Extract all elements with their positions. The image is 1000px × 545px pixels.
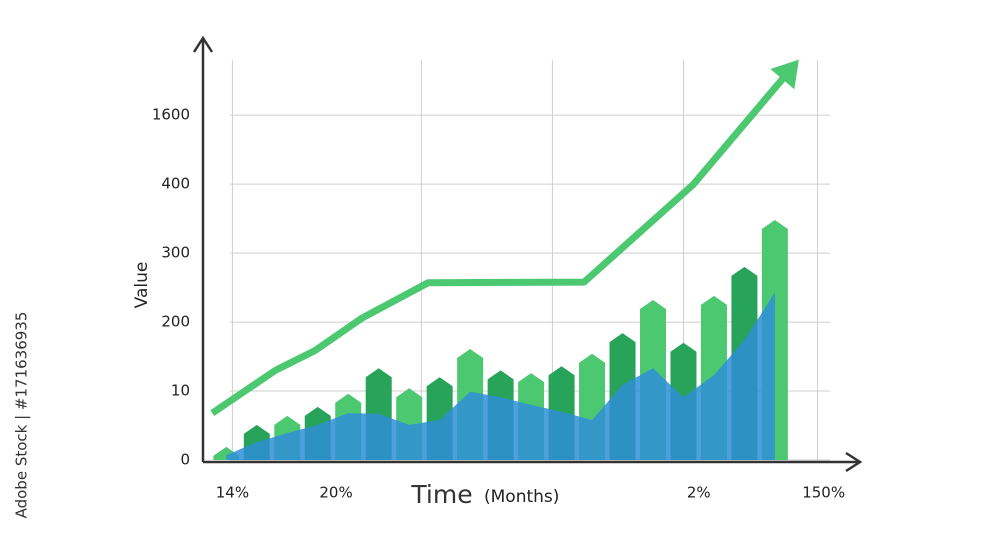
area bbox=[226, 292, 775, 460]
x-axis-unit: (Months) bbox=[484, 487, 559, 507]
y-tick-label: 10 bbox=[171, 382, 190, 400]
y-tick-label: 300 bbox=[161, 244, 190, 262]
trend-arrowhead bbox=[770, 59, 799, 90]
x-tick-label: 20% bbox=[319, 484, 352, 502]
y-tick-label: 200 bbox=[161, 313, 190, 331]
y-tick-label: 1600 bbox=[152, 106, 190, 124]
y-axis-arrow bbox=[192, 35, 214, 53]
x-axis-label: Time bbox=[410, 480, 472, 509]
x-tick-label: 2% bbox=[687, 484, 711, 502]
x-axis-arrow bbox=[845, 451, 863, 473]
y-tick-label: 0 bbox=[180, 451, 190, 469]
x-tick-label: 150% bbox=[802, 484, 845, 502]
watermark: Adobe Stock | #171636935 bbox=[13, 312, 31, 519]
y-axis-label: Value bbox=[132, 262, 152, 309]
x-tick-label: 14% bbox=[216, 484, 249, 502]
trend-line bbox=[210, 68, 793, 417]
y-tick-label: 400 bbox=[161, 175, 190, 193]
